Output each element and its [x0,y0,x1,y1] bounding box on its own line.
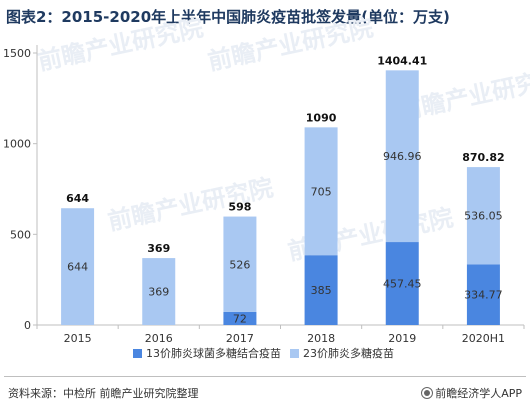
segment-value-label: 526 [229,258,250,271]
x-tick-label: 2018 [307,332,335,345]
legend-swatch [290,349,299,358]
footer: 资料来源：中检所 前瞻产业研究院整理 前瞻经济学人APP [0,376,530,411]
bars [61,70,500,325]
bar-segment-13-valent [466,264,500,325]
bar-segment-23-valent [466,167,500,265]
brand-credit: 前瞻经济学人APP [421,385,522,401]
segment-value-label: 385 [311,284,332,297]
data-labels: 644 644 369 369 72 526 598 385 705 1090 457.45 946.… [66,54,505,325]
brand-logo-icon [421,387,434,399]
segment-value-label: 536.05 [464,210,503,223]
watermark-text: 前瞻产业研究院 [205,14,375,76]
bar-segment-23-valent [142,258,176,325]
legend-label: 13价肺炎球菌多糖结合疫苗 [146,346,281,360]
total-value-label: 1090 [306,111,337,124]
segment-value-label: 72 [233,312,247,325]
x-tick-label: 2020H1 [462,332,505,345]
bar-segment-13-valent [385,242,419,325]
x-tick-label: 2017 [226,332,254,345]
x-tick-label: 2016 [145,332,173,345]
segment-value-label: 705 [311,185,332,198]
legend-swatch [133,349,142,358]
total-value-label: 644 [66,192,89,205]
y-tick-label: 0 [24,319,31,332]
segment-value-label: 644 [67,261,88,274]
brand-text: 前瞻经济学人APP [435,387,522,400]
segment-value-label: 457.45 [383,278,422,291]
y-tick-label: 500 [10,228,31,241]
bar-segment-23-valent [61,208,95,325]
bar-segment-13-valent [304,255,338,325]
footer-divider [4,376,526,377]
bar-segment-13-valent [223,311,257,325]
total-value-label: 369 [147,242,170,255]
total-value-label: 1404.41 [377,54,427,67]
bar-segment-23-valent [385,70,419,243]
chart-title: 图表2：2015-2020年上半年中国肺炎疫苗批签发量(单位：万支) [6,8,450,26]
legend-label: 23价肺炎多糖疫苗 [303,346,394,360]
x-tick-label: 2019 [388,332,416,345]
bar-segment-23-valent [304,127,338,256]
y-tick-label: 1500 [3,47,31,60]
segment-value-label: 369 [148,286,169,299]
x-tick-label: 2015 [64,332,92,345]
legend: 13价肺炎球菌多糖结合疫苗 23价肺炎多糖疫苗 [133,346,394,360]
segment-value-label: 334.77 [464,289,503,302]
bar-segment-23-valent [223,216,257,312]
total-value-label: 598 [228,201,251,214]
source-text: 资料来源：中检所 前瞻产业研究院整理 [8,387,199,400]
y-tick-label: 1000 [3,138,31,151]
segment-value-label: 946.96 [383,150,422,163]
total-value-label: 870.82 [462,151,504,164]
axes: 0 500 1000 1500 2015 2016 2017 2018 2019 2020H1 [3,45,525,345]
watermark-text: 前瞻产业研究院 [35,14,205,76]
